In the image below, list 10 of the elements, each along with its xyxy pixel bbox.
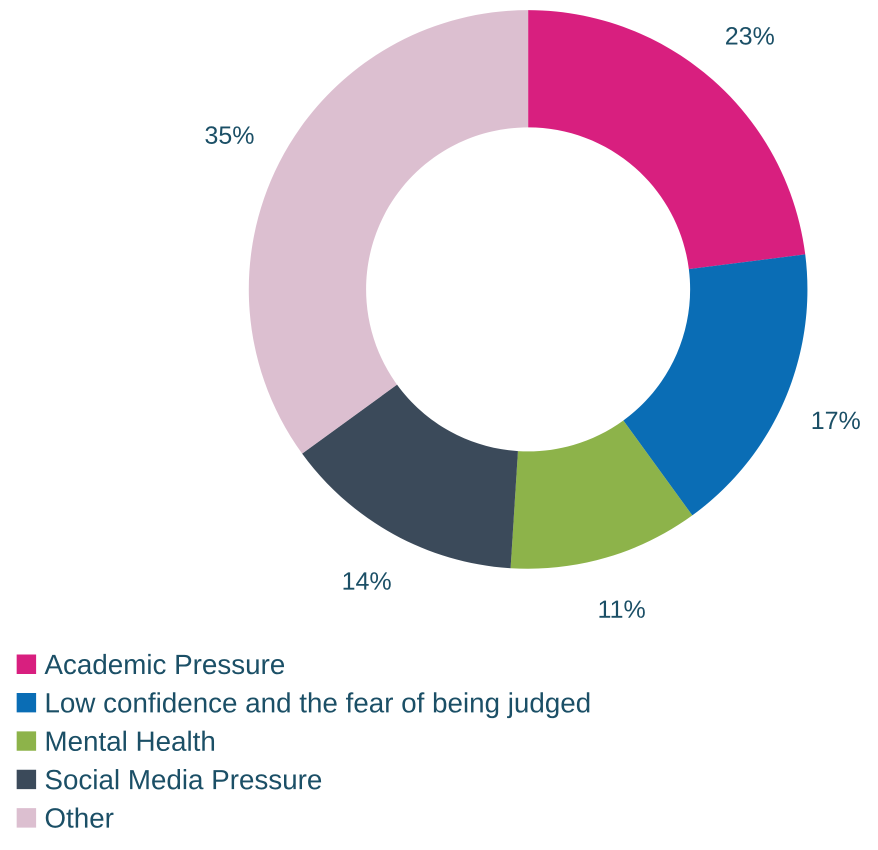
data-label: 35% xyxy=(205,126,254,144)
data-label: 14% xyxy=(344,572,391,590)
data-label: 17% xyxy=(812,412,860,430)
data-label: 11% xyxy=(599,600,645,618)
legend-label: Low confidence and the fear of being judged xyxy=(46,692,590,718)
data-label: 23% xyxy=(726,27,774,45)
legend-label: Other xyxy=(46,807,114,828)
legend-label: Social Media Pressure xyxy=(46,769,322,790)
legend-label: Academic Pressure xyxy=(44,654,284,674)
legend-label: Mental Health xyxy=(46,730,214,752)
